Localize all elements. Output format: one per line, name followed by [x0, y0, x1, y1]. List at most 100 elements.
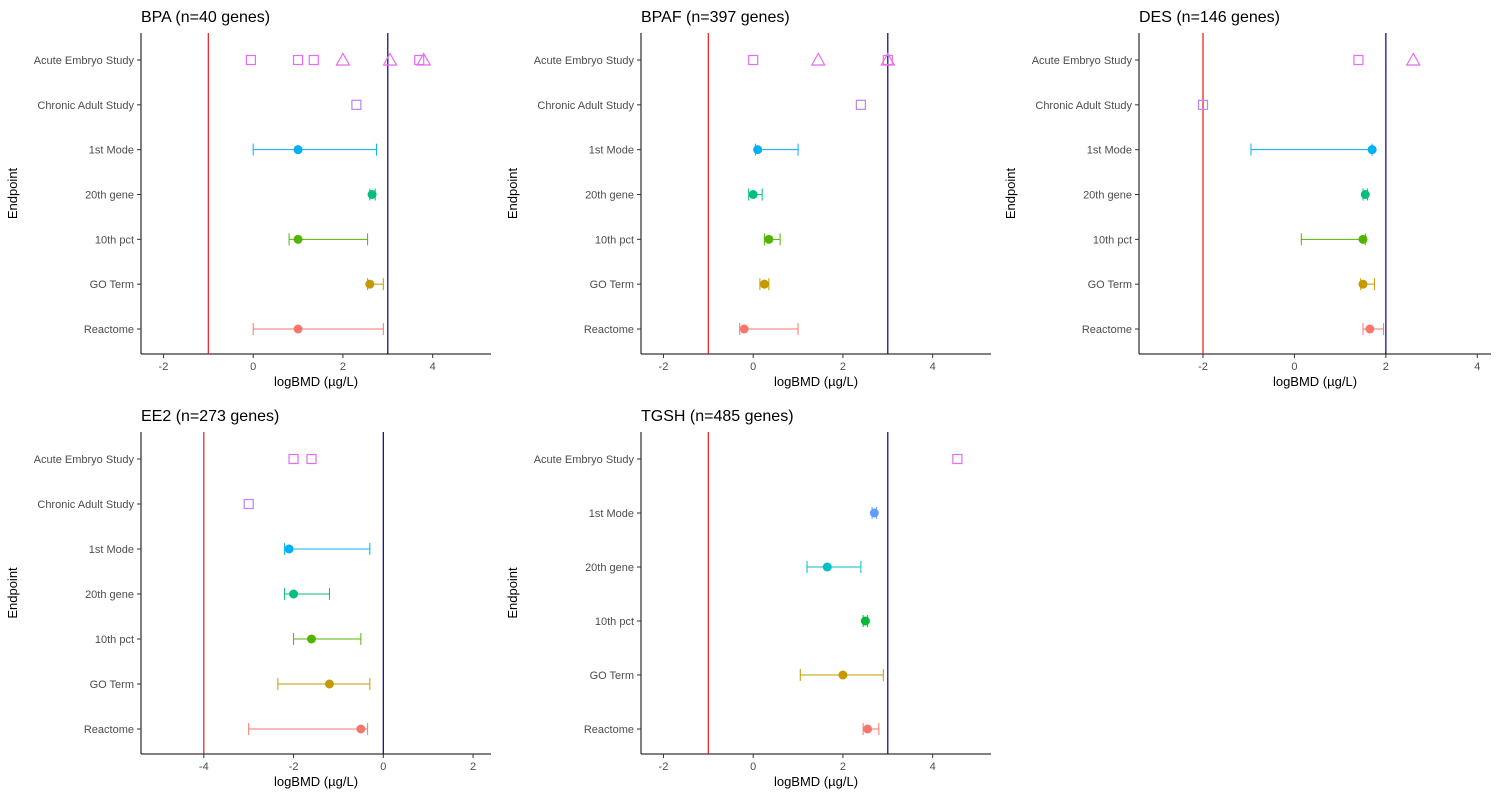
apical-point-square	[243, 498, 254, 510]
y-tick-label: Acute Embryo Study	[34, 454, 135, 466]
apical-point-square	[292, 54, 304, 66]
data-point	[753, 145, 763, 155]
y-tick-label: 20th gene	[1083, 190, 1132, 202]
apical-point-triangle	[335, 52, 351, 66]
y-tick-label: Chronic Adult Study	[37, 499, 134, 511]
apical-point-triangle	[880, 52, 896, 66]
y-tick-label: 10th pct	[95, 234, 134, 246]
y-tick-label: 10th pct	[1093, 234, 1132, 246]
panel-3: DES (n=146 genes) Acute Embryo Study Chron…	[1003, 9, 1491, 389]
y-tick-label: 1st Mode	[589, 508, 634, 520]
y-tick-label: Acute Embryo Study	[534, 454, 635, 466]
x-tick-label: 2	[840, 761, 846, 773]
x-tick-label: 0	[750, 361, 756, 373]
y-tick-label: 20th gene	[85, 190, 134, 202]
apical-point-square	[748, 54, 759, 66]
y-tick-label: Acute Embryo Study	[1032, 55, 1133, 67]
y-tick-label: Chronic Adult Study	[37, 100, 134, 112]
apical-point-square	[855, 99, 866, 110]
data-point	[289, 589, 299, 599]
x-tick-label: 0	[250, 361, 256, 373]
y-tick-label: GO Term	[1088, 279, 1132, 291]
x-tick-label: -2	[159, 361, 169, 373]
panel-4: EE2 (n=273 genes) Acute Embryo Study Chron…	[5, 408, 491, 789]
y-tick-label: 1st Mode	[89, 145, 134, 157]
panel-title: EE2 (n=273 genes)	[141, 408, 279, 425]
x-axis-title: logBMD (µg/L)	[1273, 374, 1357, 389]
x-tick-label: 2	[1383, 361, 1389, 373]
x-axis-title: logBMD (µg/L)	[274, 374, 358, 389]
data-point	[759, 279, 769, 289]
x-tick-label: 2	[840, 361, 846, 373]
data-point	[838, 670, 848, 680]
y-tick-label: Reactome	[584, 724, 634, 736]
data-point	[324, 679, 334, 689]
y-tick-label: 1st Mode	[1087, 145, 1132, 157]
x-tick-label: -2	[1198, 361, 1208, 373]
x-axis-title: logBMD (µg/L)	[774, 774, 858, 789]
x-tick-label: -2	[289, 761, 299, 773]
data-point	[367, 190, 377, 199]
panel-2: BPAF (n=397 genes) Acute Embryo Study Chro…	[505, 9, 991, 389]
data-point	[1365, 324, 1375, 334]
data-point	[764, 234, 774, 244]
y-tick-label: Chronic Adult Study	[1035, 100, 1132, 112]
panel-title: BPAF (n=397 genes)	[641, 9, 790, 26]
data-point	[863, 724, 873, 734]
panel-title: TGSH (n=485 genes)	[641, 408, 794, 425]
data-point	[1358, 279, 1368, 289]
data-point	[284, 544, 294, 554]
x-tick-label: 4	[930, 761, 936, 773]
x-tick-label: 0	[750, 761, 756, 773]
y-axis-title: Endpoint	[5, 567, 20, 619]
y-tick-label: GO Term	[90, 279, 134, 291]
data-point	[1358, 234, 1368, 244]
y-tick-label: Chronic Adult Study	[537, 100, 634, 112]
x-tick-label: 4	[930, 361, 936, 373]
apical-point-square	[306, 453, 317, 465]
apical-point-square	[245, 54, 257, 66]
apical-point-square	[351, 99, 362, 110]
y-tick-label: Acute Embryo Study	[534, 55, 635, 67]
data-point	[748, 190, 758, 199]
apical-point-triangle	[416, 52, 432, 66]
data-point	[293, 234, 303, 244]
x-tick-label: 2	[470, 761, 476, 773]
data-point	[293, 324, 303, 334]
y-axis-title: Endpoint	[505, 167, 520, 219]
y-tick-label: 20th gene	[585, 562, 634, 574]
data-point	[822, 562, 832, 572]
data-point	[739, 324, 749, 334]
data-point	[356, 724, 366, 734]
apical-point-square	[288, 453, 299, 465]
apical-point-triangle	[382, 52, 398, 66]
apical-point-triangle	[1405, 52, 1421, 66]
x-tick-label: 4	[1474, 361, 1480, 373]
y-tick-label: 1st Mode	[89, 544, 134, 556]
y-tick-label: 10th pct	[95, 634, 134, 646]
panel-1: BPA (n=40 genes) Acute Embryo Study Chroni…	[5, 9, 491, 389]
y-tick-label: Reactome	[1082, 324, 1132, 336]
x-axis-title: logBMD (µg/L)	[774, 374, 858, 389]
data-point	[1360, 190, 1370, 199]
y-tick-label: Reactome	[584, 324, 634, 336]
apical-point-square	[1197, 99, 1209, 110]
x-tick-label: 0	[380, 761, 386, 773]
data-point	[869, 508, 879, 518]
y-tick-label: Reactome	[84, 324, 134, 336]
y-tick-label: GO Term	[590, 670, 634, 682]
x-tick-label: -2	[659, 361, 669, 373]
x-tick-label: 2	[340, 361, 346, 373]
panel-title: BPA (n=40 genes)	[141, 9, 270, 26]
x-tick-label: 4	[430, 361, 436, 373]
y-tick-label: Reactome	[84, 724, 134, 736]
data-point	[365, 279, 375, 289]
data-point	[860, 616, 870, 626]
y-tick-label: GO Term	[90, 679, 134, 691]
y-tick-label: 10th pct	[595, 616, 634, 628]
y-tick-label: Acute Embryo Study	[34, 55, 135, 67]
apical-point-square	[308, 54, 319, 66]
apical-point-triangle	[810, 52, 826, 66]
x-tick-label: -4	[199, 761, 209, 773]
